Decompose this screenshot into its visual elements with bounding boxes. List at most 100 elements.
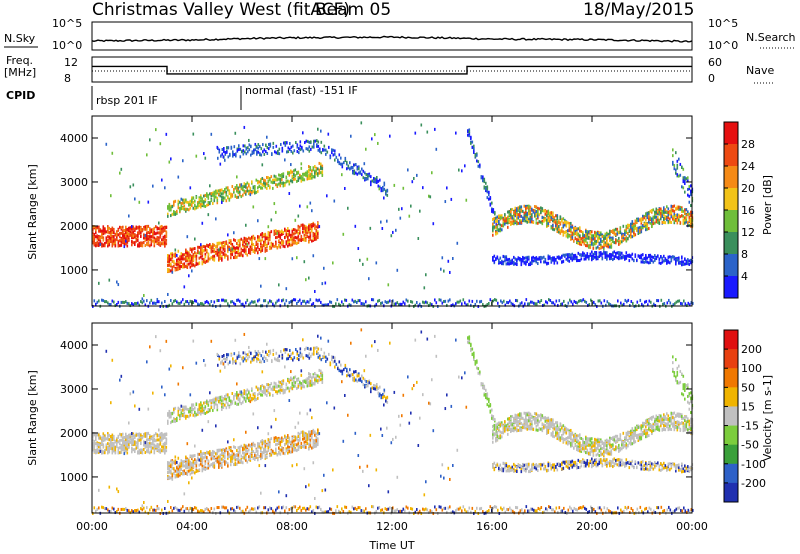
power-echo [599,299,601,303]
power-echo [609,257,611,261]
power-echo [275,178,277,182]
velocity-echo [222,451,225,455]
power-echo [204,260,207,264]
power-echo [344,156,347,160]
power-echo [664,259,667,263]
power-echo [222,198,225,202]
power-echo [149,229,151,233]
power-echo [185,248,187,252]
power-echo [628,234,631,238]
power-echo [290,163,292,167]
power-echo [264,182,267,186]
velocity-echo [167,462,169,466]
power-echo [207,203,210,207]
power-echo [441,256,444,260]
power-echo [195,196,198,200]
power-echo [297,224,300,228]
velocity-echo [198,463,201,467]
power-echo [324,281,327,285]
power-echo [492,208,495,212]
power-echo [144,238,147,242]
power-echo [305,226,307,230]
power-echo [220,154,222,158]
power-echo [309,168,312,172]
power-echo [254,185,256,189]
power-echo [320,171,322,175]
power-echo [621,251,623,255]
power-echo [255,178,258,182]
power-echo [504,222,506,226]
power-echo [624,257,626,261]
velocity-echo [125,439,127,443]
power-echo [165,242,168,246]
power-echo [516,216,518,220]
power-echo [625,235,628,239]
power-echo [459,299,462,303]
power-echo [570,221,572,225]
power-echo [137,231,139,235]
power-echo [559,215,562,219]
power-echo [585,238,587,242]
power-echo [362,176,365,180]
velocity-echo [135,441,138,445]
power-echo [274,150,276,154]
power-echo [213,194,216,198]
power-echo [446,303,448,307]
power-echo [259,144,261,148]
power-echo [138,200,141,204]
power-echo [99,240,102,244]
velocity-echo [219,448,222,452]
power-echo [221,198,223,202]
power-echo [318,170,321,174]
power-echo [231,253,234,257]
velocity-echo [147,449,150,453]
power-echo [161,227,163,231]
power-echo [354,224,357,228]
velocity-echo [204,462,207,466]
power-echo [601,257,604,261]
power-echo [225,186,228,190]
power-echo [625,237,628,241]
velocity-echo [113,442,115,446]
power-echo [276,231,279,235]
power-echo [318,225,321,229]
power-echo [383,187,386,191]
power-echo [512,302,514,306]
power-echo [282,184,285,188]
power-echo [135,226,138,230]
power-echo [672,303,675,307]
power-echo [278,182,280,186]
power-echo [258,298,261,302]
power-echo [140,226,142,230]
power-echo [261,238,264,242]
power-echo [649,261,652,265]
velocity-echo [143,443,145,447]
power-echo [480,299,483,303]
power-echo [147,200,150,204]
power-echo [489,196,492,200]
power-echo [642,260,644,264]
power-echo [176,266,178,270]
power-echo [185,252,187,256]
power-echo [570,253,572,257]
power-echo [465,198,468,202]
power-echo [677,299,679,303]
velocity-echo [186,472,189,476]
velocity-echo [120,445,123,449]
power-echo [636,229,638,233]
power-echo [180,197,183,201]
power-echo [676,221,679,225]
power-echo [288,191,291,195]
power-echo [525,262,527,266]
power-echo [260,178,262,182]
power-echo [491,201,493,205]
power-echo [645,299,648,303]
power-echo [174,254,177,258]
power-echo [606,233,608,237]
velocity-echo [176,473,178,477]
velocity-echo [197,452,199,456]
velocity-echo [153,437,156,441]
power-echo [192,200,195,204]
power-echo [236,246,238,250]
power-echo [516,259,518,263]
